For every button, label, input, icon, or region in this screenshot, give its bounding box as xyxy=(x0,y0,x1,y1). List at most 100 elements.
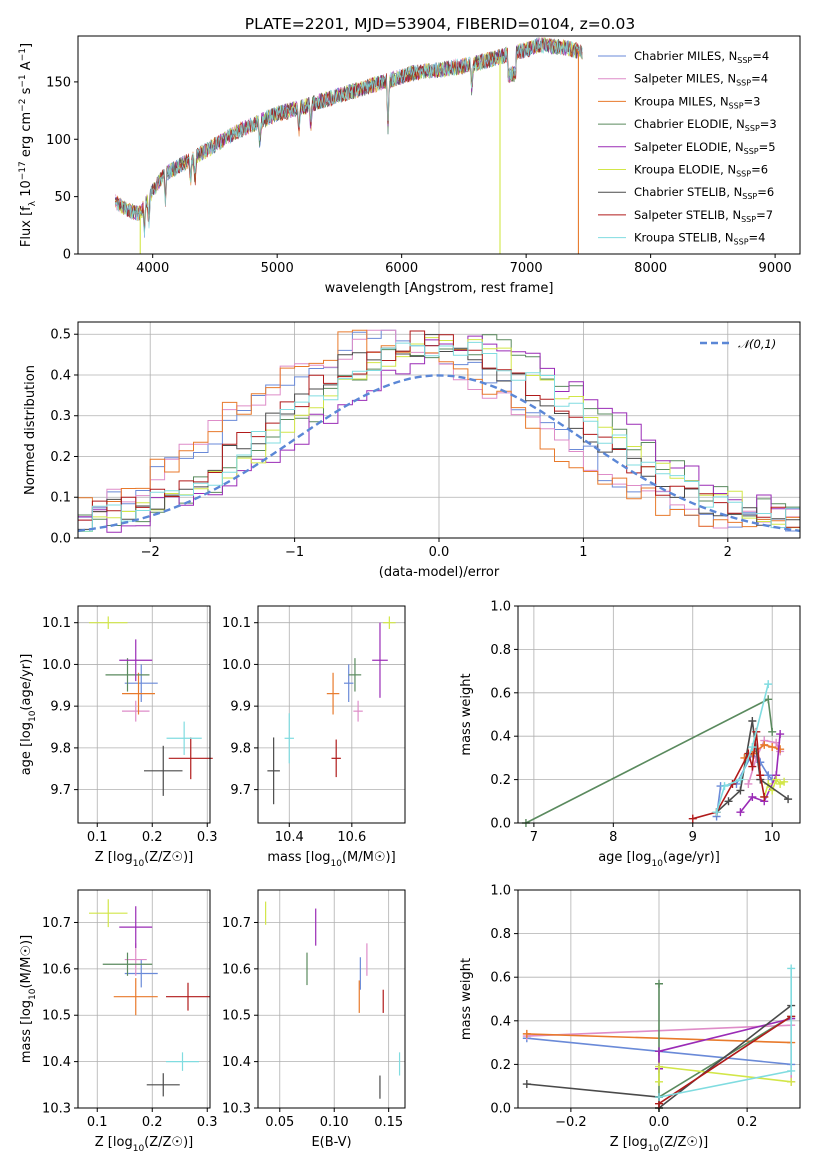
y-tick-label: 10.5 xyxy=(222,1009,251,1024)
y-axis-label: mass [log10(M/M☉)] xyxy=(19,935,38,1063)
y-tick-label: 10.6 xyxy=(222,962,251,977)
spectrum-line xyxy=(114,38,583,236)
mass-weight-marker xyxy=(776,745,785,754)
y-tick-label: 0.4 xyxy=(490,730,511,745)
legend-label: Chabrier MILES, NSSP=4 xyxy=(634,49,769,65)
legend-label: Kroupa ELODIE, NSSP=6 xyxy=(634,163,768,179)
y-tick-label: 9.8 xyxy=(50,741,71,756)
mass-weight-marker xyxy=(787,964,796,973)
y-tick-label: 10.6 xyxy=(42,962,71,977)
y-tick-label: 1.0 xyxy=(490,884,511,899)
legend: Chabrier MILES, NSSP=4 Salpeter MILES, NS… xyxy=(598,49,777,247)
axes-frame xyxy=(257,889,406,1109)
mass-weight-marker xyxy=(764,680,773,689)
x-tick-label: 0.3 xyxy=(197,1115,218,1130)
x-tick-label: 7 xyxy=(530,830,538,845)
y-tick-label: 0.4 xyxy=(490,1014,511,1029)
mass-weight-marker xyxy=(748,743,757,752)
axes-frame xyxy=(77,35,801,255)
x-tick-label: 9 xyxy=(689,830,697,845)
y-tick-label: 10.7 xyxy=(222,916,251,931)
mass-weight-marker xyxy=(764,695,773,704)
y-tick-label: 0 xyxy=(63,248,71,263)
y-tick-label: 10.5 xyxy=(42,1009,71,1024)
y-tick-label: 0.3 xyxy=(50,409,71,424)
y-tick-label: 0.0 xyxy=(490,817,511,832)
y-tick-label: 10.0 xyxy=(42,658,71,673)
panel-residual-histogram: −2 −1 0.0 1 2 0.0 0.1 0.2 0.3 0.4 0.5 (data-model)/… xyxy=(23,321,801,580)
mass-weight-marker xyxy=(772,775,781,784)
x-tick-label: 0.2 xyxy=(737,1115,758,1130)
histogram-series xyxy=(78,341,800,532)
y-tick-label: 0.2 xyxy=(490,773,511,788)
x-tick-label: −2 xyxy=(141,545,160,560)
mass-weight-marker xyxy=(764,771,773,780)
mass-weight-marker xyxy=(787,1077,796,1086)
x-tick-label: −0.2 xyxy=(555,1115,587,1130)
x-tick-label: 0.0 xyxy=(429,545,450,560)
legend-label: Salpeter MILES, NSSP=4 xyxy=(634,72,768,88)
x-tick-label: 5000 xyxy=(261,261,294,276)
histogram-series xyxy=(78,330,800,528)
axes-frame xyxy=(517,605,801,824)
mass-weight-marker xyxy=(522,1029,531,1038)
y-tick-label: 10.3 xyxy=(222,1102,251,1117)
y-tick-label: 9.7 xyxy=(50,783,71,798)
mass-weight-marker xyxy=(784,795,793,804)
legend: 𝒩(0,1) xyxy=(700,337,776,351)
plot-area xyxy=(89,899,210,1097)
spectrum-line xyxy=(114,37,583,227)
x-axis-label: mass [log10(M/M☉)] xyxy=(267,850,395,869)
mass-weight-marker xyxy=(787,1066,796,1075)
x-axis-label: age [log10(age/yr)] xyxy=(598,850,720,869)
x-tick-label: 8000 xyxy=(634,261,667,276)
x-axis-label: Z [log10(Z/Z☉)] xyxy=(610,1135,708,1154)
mass-weight-marker xyxy=(756,771,765,780)
mass-weight-marker xyxy=(768,743,777,752)
mass-weight-marker xyxy=(724,797,733,806)
x-tick-label: 9000 xyxy=(759,261,792,276)
axes-frame xyxy=(77,889,211,1109)
y-tick-label: 10.1 xyxy=(42,616,71,631)
mass-weight-marker xyxy=(655,1047,663,1056)
panel-mass-vs-ebv: 0.05 0.10 0.15 10.3 10.4 10.5 10.6 10.7 E(B-V) xyxy=(222,889,406,1150)
mass-weight-marker xyxy=(736,775,745,784)
mass-weight-marker xyxy=(736,786,745,795)
y-axis-label: mass weight xyxy=(459,958,474,1040)
panel-spectrum: 4000 5000 6000 7000 8000 9000 0 50 100 150 wavelen… xyxy=(18,35,801,296)
x-tick-label: 0.2 xyxy=(142,830,163,845)
x-tick-label: 4000 xyxy=(136,261,169,276)
x-tick-label: 8 xyxy=(609,830,617,845)
mass-weight-marker xyxy=(744,779,753,788)
mass-weight-marker xyxy=(688,814,697,823)
mass-weight-marker xyxy=(736,808,745,817)
mass-weight-series xyxy=(658,968,792,1098)
x-tick-label: 6000 xyxy=(385,261,418,276)
x-axis-label: (data-model)/error xyxy=(379,565,500,580)
plot-area xyxy=(77,329,801,533)
y-tick-label: 10.7 xyxy=(42,916,71,931)
y-tick-label: 10.0 xyxy=(222,658,251,673)
x-axis-label: Z [log10(Z/Z☉)] xyxy=(95,850,193,869)
legend-label: Chabrier STELIB, NSSP=6 xyxy=(634,185,774,201)
y-tick-label: 0.4 xyxy=(50,368,71,383)
y-axis-label: age [log10(age/yr)] xyxy=(19,654,38,776)
y-tick-label: 0.8 xyxy=(490,927,511,942)
mass-weight-series xyxy=(716,720,789,813)
legend-label: 𝒩(0,1) xyxy=(738,337,776,351)
mass-weight-marker xyxy=(748,717,757,726)
mass-weight-series xyxy=(525,698,773,824)
spectrum-line xyxy=(114,37,583,227)
x-tick-label: 0.0 xyxy=(649,1115,670,1130)
histogram-series xyxy=(78,329,800,529)
y-tick-label: 9.8 xyxy=(230,741,251,756)
x-axis-label: wavelength [Angstrom, rest frame] xyxy=(325,281,554,296)
legend-label: Salpeter ELODIE, NSSP=5 xyxy=(634,140,776,156)
x-tick-label: 0.1 xyxy=(87,1115,108,1130)
y-axis-label: mass weight xyxy=(459,673,474,755)
x-tick-label: 0.05 xyxy=(265,1115,294,1130)
x-tick-label: 2 xyxy=(724,545,732,560)
normal-curve xyxy=(77,374,801,533)
y-tick-label: 0.6 xyxy=(490,971,511,986)
legend-label: Salpeter STELIB, NSSP=7 xyxy=(634,208,773,224)
